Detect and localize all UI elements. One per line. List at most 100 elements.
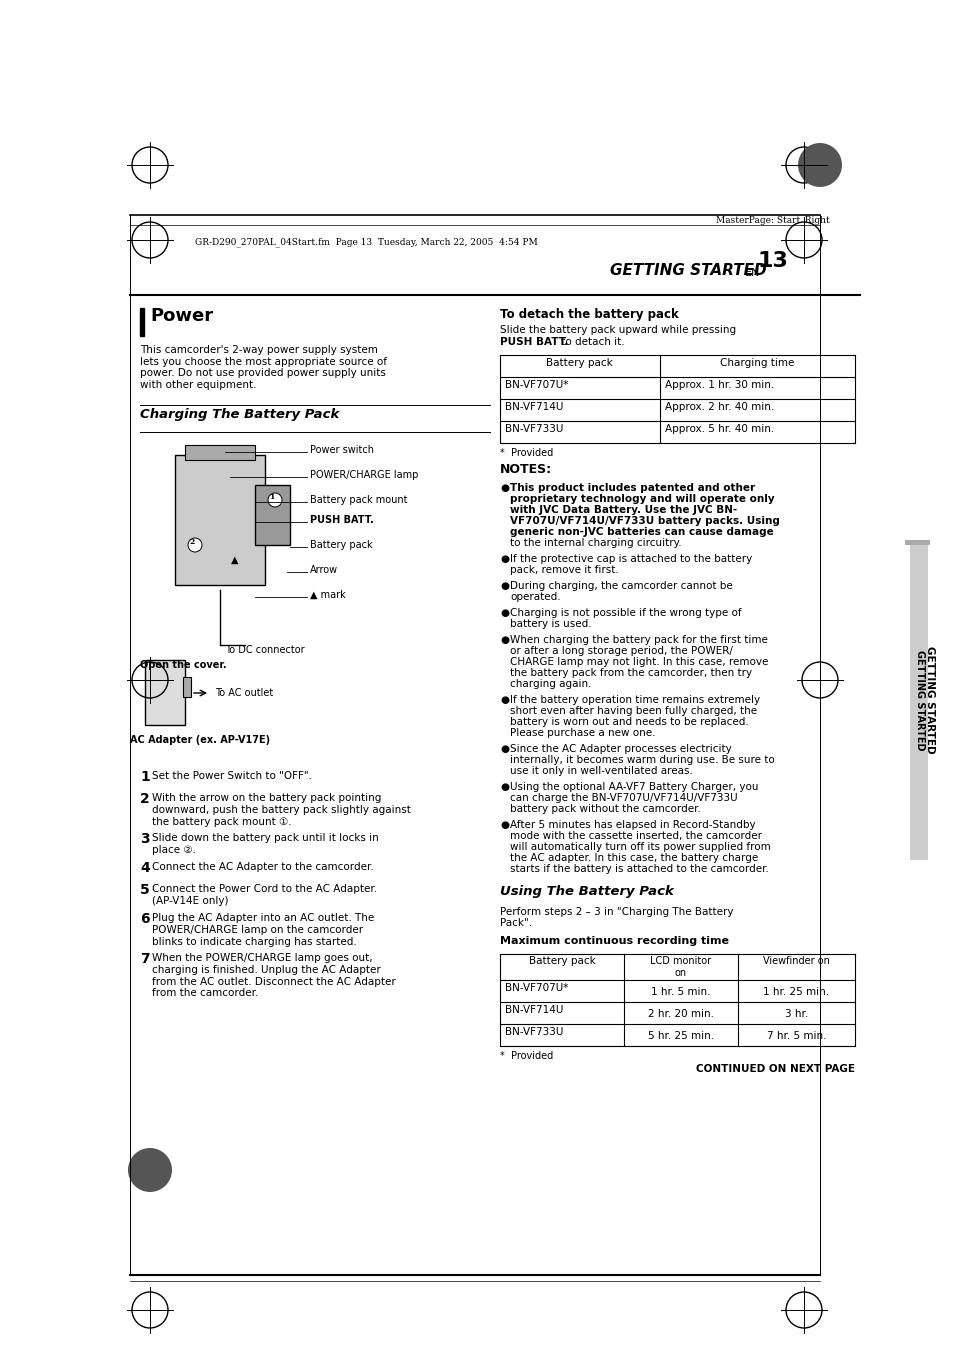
Text: Battery pack: Battery pack: [310, 540, 373, 550]
Text: AC Adapter (ex. AP-V17E): AC Adapter (ex. AP-V17E): [130, 735, 270, 744]
Text: proprietary technology and will operate only: proprietary technology and will operate …: [510, 494, 774, 504]
Circle shape: [128, 1148, 172, 1192]
Text: Viewfinder on: Viewfinder on: [762, 957, 829, 966]
Bar: [174, 455, 265, 585]
Text: BN-VF714U: BN-VF714U: [504, 1005, 563, 1015]
Text: 6: 6: [140, 912, 150, 925]
Text: ●: ●: [499, 554, 509, 563]
Text: To AC outlet: To AC outlet: [214, 688, 273, 698]
Text: Using The Battery Pack: Using The Battery Pack: [499, 885, 673, 898]
Text: 2: 2: [190, 538, 194, 546]
Text: short even after having been fully charged, the: short even after having been fully charg…: [510, 707, 757, 716]
Text: During charging, the camcorder cannot be: During charging, the camcorder cannot be: [510, 581, 732, 590]
Text: Battery pack: Battery pack: [528, 957, 595, 966]
Text: CHARGE lamp may not light. In this case, remove: CHARGE lamp may not light. In this case,…: [510, 657, 767, 667]
Text: or after a long storage period, the POWER/: or after a long storage period, the POWE…: [510, 646, 732, 657]
Text: If the battery operation time remains extremely: If the battery operation time remains ex…: [510, 694, 760, 705]
Text: charging again.: charging again.: [510, 680, 591, 689]
Text: After 5 minutes has elapsed in Record-Standby: After 5 minutes has elapsed in Record-St…: [510, 820, 755, 830]
Text: Connect the Power Cord to the AC Adapter.: Connect the Power Cord to the AC Adapter…: [152, 884, 376, 894]
Text: Connect the AC Adapter to the camcorder.: Connect the AC Adapter to the camcorder.: [152, 862, 374, 871]
Text: POWER/CHARGE lamp: POWER/CHARGE lamp: [310, 470, 418, 480]
Text: Arrow: Arrow: [310, 565, 337, 576]
Text: VF707U/VF714U/VF733U battery packs. Using: VF707U/VF714U/VF733U battery packs. Usin…: [510, 516, 779, 526]
Text: ●: ●: [499, 782, 509, 792]
Text: Plug the AC Adapter into an AC outlet. The: Plug the AC Adapter into an AC outlet. T…: [152, 913, 374, 923]
Text: Open the cover.: Open the cover.: [140, 661, 227, 670]
Text: Perform steps 2 – 3 in "Charging The Battery: Perform steps 2 – 3 in "Charging The Bat…: [499, 907, 733, 917]
Text: charging is finished. Unplug the AC Adapter
from the AC outlet. Disconnect the A: charging is finished. Unplug the AC Adap…: [152, 965, 395, 998]
Text: 13: 13: [758, 251, 788, 272]
Text: with JVC Data Battery. Use the JVC BN-: with JVC Data Battery. Use the JVC BN-: [510, 505, 737, 515]
Text: GETTING STARTED: GETTING STARTED: [924, 646, 934, 754]
Text: 7: 7: [140, 952, 150, 966]
Text: 5: 5: [140, 884, 150, 897]
Text: Approx. 5 hr. 40 min.: Approx. 5 hr. 40 min.: [664, 424, 773, 434]
Text: Battery pack mount: Battery pack mount: [310, 494, 407, 505]
Text: Power: Power: [150, 307, 213, 326]
Text: 4: 4: [140, 861, 150, 875]
Text: Maximum continuous recording time: Maximum continuous recording time: [499, 936, 728, 946]
Text: BN-VF714U: BN-VF714U: [504, 403, 563, 412]
Text: battery is worn out and needs to be replaced.: battery is worn out and needs to be repl…: [510, 717, 748, 727]
Text: Charging is not possible if the wrong type of: Charging is not possible if the wrong ty…: [510, 608, 740, 617]
Text: *  Provided: * Provided: [499, 449, 553, 458]
Bar: [904, 540, 929, 544]
Text: Approx. 1 hr. 30 min.: Approx. 1 hr. 30 min.: [664, 380, 773, 390]
Text: will automatically turn off its power supplied from: will automatically turn off its power su…: [510, 842, 770, 852]
Bar: [145, 661, 185, 725]
Bar: [140, 308, 144, 336]
Text: Slide the battery pack upward while pressing: Slide the battery pack upward while pres…: [499, 326, 736, 335]
Circle shape: [188, 538, 202, 553]
Text: 3 hr.: 3 hr.: [784, 1009, 807, 1019]
Text: ●: ●: [499, 694, 509, 705]
Text: internally, it becomes warm during use. Be sure to: internally, it becomes warm during use. …: [510, 755, 774, 765]
Text: PUSH BATT.: PUSH BATT.: [499, 336, 568, 347]
Text: ●: ●: [499, 484, 509, 493]
Text: GR-D290_270PAL_04Start.fm  Page 13  Tuesday, March 22, 2005  4:54 PM: GR-D290_270PAL_04Start.fm Page 13 Tuesda…: [194, 238, 537, 247]
Text: ●: ●: [499, 635, 509, 644]
Text: battery is used.: battery is used.: [510, 619, 591, 630]
Text: mode with the cassette inserted, the camcorder: mode with the cassette inserted, the cam…: [510, 831, 761, 842]
Text: BN-VF707U*: BN-VF707U*: [504, 984, 568, 993]
Text: When the POWER/CHARGE lamp goes out,: When the POWER/CHARGE lamp goes out,: [152, 952, 373, 963]
Text: GETTING STARTED: GETTING STARTED: [914, 650, 924, 750]
Text: downward, push the battery pack slightly against
the battery pack mount ①.: downward, push the battery pack slightly…: [152, 805, 411, 827]
Text: 1: 1: [140, 770, 150, 784]
Text: Please purchase a new one.: Please purchase a new one.: [510, 728, 655, 738]
Text: 1 hr. 25 min.: 1 hr. 25 min.: [762, 988, 828, 997]
Text: MasterPage: Start_Right: MasterPage: Start_Right: [716, 215, 829, 226]
Text: BN-VF707U*: BN-VF707U*: [504, 380, 568, 390]
Text: NOTES:: NOTES:: [499, 463, 552, 476]
Text: Pack".: Pack".: [499, 917, 532, 928]
Text: BN-VF733U: BN-VF733U: [504, 1027, 563, 1038]
Bar: [185, 444, 254, 459]
Text: GETTING STARTED: GETTING STARTED: [609, 263, 766, 278]
Text: place ②.: place ②.: [152, 844, 195, 855]
Text: CONTINUED ON NEXT PAGE: CONTINUED ON NEXT PAGE: [696, 1065, 854, 1074]
Text: Power switch: Power switch: [310, 444, 374, 455]
Text: generic non-JVC batteries can cause damage: generic non-JVC batteries can cause dama…: [510, 527, 773, 536]
Text: Set the Power Switch to "OFF".: Set the Power Switch to "OFF".: [152, 771, 312, 781]
Circle shape: [268, 493, 282, 507]
Text: ▲: ▲: [231, 555, 238, 565]
Text: can charge the BN-VF707U/VF714U/VF733U: can charge the BN-VF707U/VF714U/VF733U: [510, 793, 737, 802]
Text: use it only in well-ventilated areas.: use it only in well-ventilated areas.: [510, 766, 692, 775]
Text: BN-VF733U: BN-VF733U: [504, 424, 563, 434]
Text: Slide down the battery pack until it locks in: Slide down the battery pack until it loc…: [152, 834, 378, 843]
Text: ●: ●: [499, 581, 509, 590]
Text: ▲ mark: ▲ mark: [310, 590, 345, 600]
Text: 2: 2: [140, 792, 150, 807]
Circle shape: [797, 143, 841, 186]
Text: When charging the battery pack for the first time: When charging the battery pack for the f…: [510, 635, 767, 644]
Text: Using the optional AA-VF7 Battery Charger, you: Using the optional AA-VF7 Battery Charge…: [510, 782, 758, 792]
Text: 3: 3: [140, 832, 150, 846]
Text: This product includes patented and other: This product includes patented and other: [510, 484, 755, 493]
Text: ●: ●: [499, 744, 509, 754]
Text: If the protective cap is attached to the battery: If the protective cap is attached to the…: [510, 554, 752, 563]
Text: the battery pack from the camcorder, then try: the battery pack from the camcorder, the…: [510, 667, 751, 678]
Text: battery pack without the camcorder.: battery pack without the camcorder.: [510, 804, 700, 815]
Text: POWER/CHARGE lamp on the camcorder
blinks to indicate charging has started.: POWER/CHARGE lamp on the camcorder blink…: [152, 925, 363, 947]
Text: ●: ●: [499, 820, 509, 830]
Text: 1: 1: [269, 493, 274, 501]
